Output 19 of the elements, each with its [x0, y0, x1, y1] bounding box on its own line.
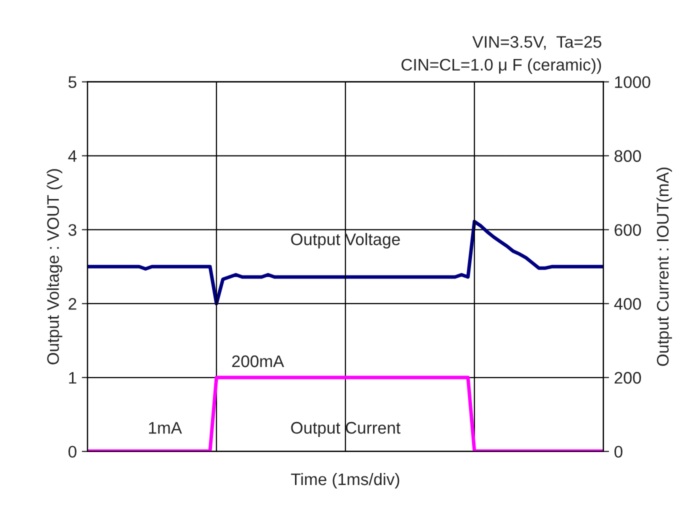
y2-tick-label: 200 [614, 372, 641, 384]
chart-subtitle: VIN=3.5V, Ta=25 CIN=CL=1.0 μ F (ceramic)) [402, 36, 602, 74]
y2-tick-label: 400 [614, 298, 641, 310]
y-tick-label: 4 [68, 150, 77, 162]
annotation: 200mA [232, 355, 284, 368]
y2-axis-title: Output Current : IOUT(mA) [656, 168, 672, 366]
line-series [88, 220, 604, 306]
y-tick-label: 2 [68, 298, 76, 310]
y2-tick-label: 800 [614, 150, 641, 162]
y-tick-label: 5 [68, 76, 76, 88]
y-tick-label: 3 [68, 224, 76, 236]
annotation: 1mA [149, 422, 182, 434]
y2-tick-label: 0 [614, 446, 622, 458]
x-axis-title: Time (1ms/div) [291, 472, 400, 488]
y-tick-label: 1 [69, 372, 76, 384]
y-tick-label: 0 [68, 446, 76, 458]
y-axis-title: Output Voltage : VOUT (V) [46, 169, 62, 364]
y2-tick-label: 1000 [615, 76, 650, 88]
y2-tick-label: 600 [614, 224, 641, 236]
